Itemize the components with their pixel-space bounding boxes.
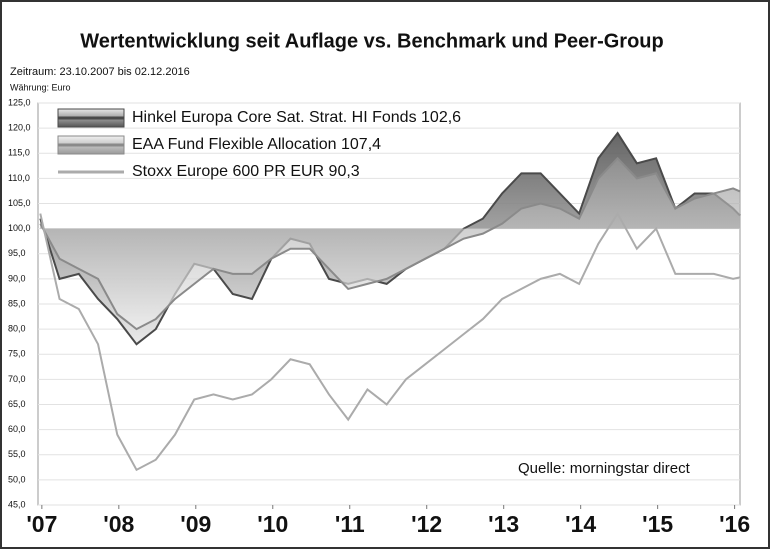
y-tick-label: 50,0 xyxy=(8,474,26,484)
x-tick-label: '14 xyxy=(565,511,596,537)
x-tick-label: '11 xyxy=(335,511,365,537)
y-tick-label: 90,0 xyxy=(8,273,26,283)
legend-label: EAA Fund Flexible Allocation 107,4 xyxy=(132,136,381,153)
y-tick-label: 70,0 xyxy=(8,374,26,384)
y-tick-label: 65,0 xyxy=(8,399,26,409)
x-tick-label: '10 xyxy=(257,511,288,537)
y-tick-label: 115,0 xyxy=(8,148,30,158)
y-tick-label: 100,0 xyxy=(8,223,31,233)
line xyxy=(39,211,741,472)
y-tick-label: 45,0 xyxy=(8,499,26,509)
x-tick-label: '16 xyxy=(719,511,750,537)
y-tick-label: 110,0 xyxy=(8,173,30,183)
y-tick-label: 85,0 xyxy=(8,298,26,308)
plot: 45,0 50,0 55,0 60,0 65,0 70,0 75,0 80,0 85,0 90,0… xyxy=(8,97,750,537)
y-tick-label: 120,0 xyxy=(8,123,31,133)
y-tick-label: 80,0 xyxy=(8,324,26,334)
y-tick-label: 75,0 xyxy=(8,349,26,359)
source: Quelle: morningstar direct xyxy=(518,460,691,477)
y-tick-label: 60,0 xyxy=(8,424,26,434)
y-tick-label: 95,0 xyxy=(8,248,26,258)
x-tick-label: '13 xyxy=(488,511,519,537)
x-tick-label: '12 xyxy=(411,511,442,537)
chart-title: Wertentwicklung seit Auflage vs. Benchma… xyxy=(80,30,663,52)
note: Währung: Euro xyxy=(10,82,71,92)
y-tick-label: 55,0 xyxy=(8,449,26,459)
x-tick-label: '09 xyxy=(180,511,211,537)
y-tick-label: 105,0 xyxy=(8,198,31,208)
x-tick-label: '08 xyxy=(103,511,134,537)
legend-label: Stoxx Europe 600 PR EUR 90,3 xyxy=(132,163,360,180)
subtitle: Zeitraum: 23.10.2007 bis 02.12.2016 xyxy=(10,66,190,78)
area xyxy=(40,158,741,330)
x-tick-label: '15 xyxy=(642,511,673,537)
y-tick-label: 125,0 xyxy=(8,97,31,107)
legend-label: Hinkel Europa Core Sat. Strat. HI Fonds … xyxy=(132,109,461,126)
line xyxy=(39,156,741,331)
x-tick-label: '07 xyxy=(26,511,57,537)
line xyxy=(39,131,741,346)
